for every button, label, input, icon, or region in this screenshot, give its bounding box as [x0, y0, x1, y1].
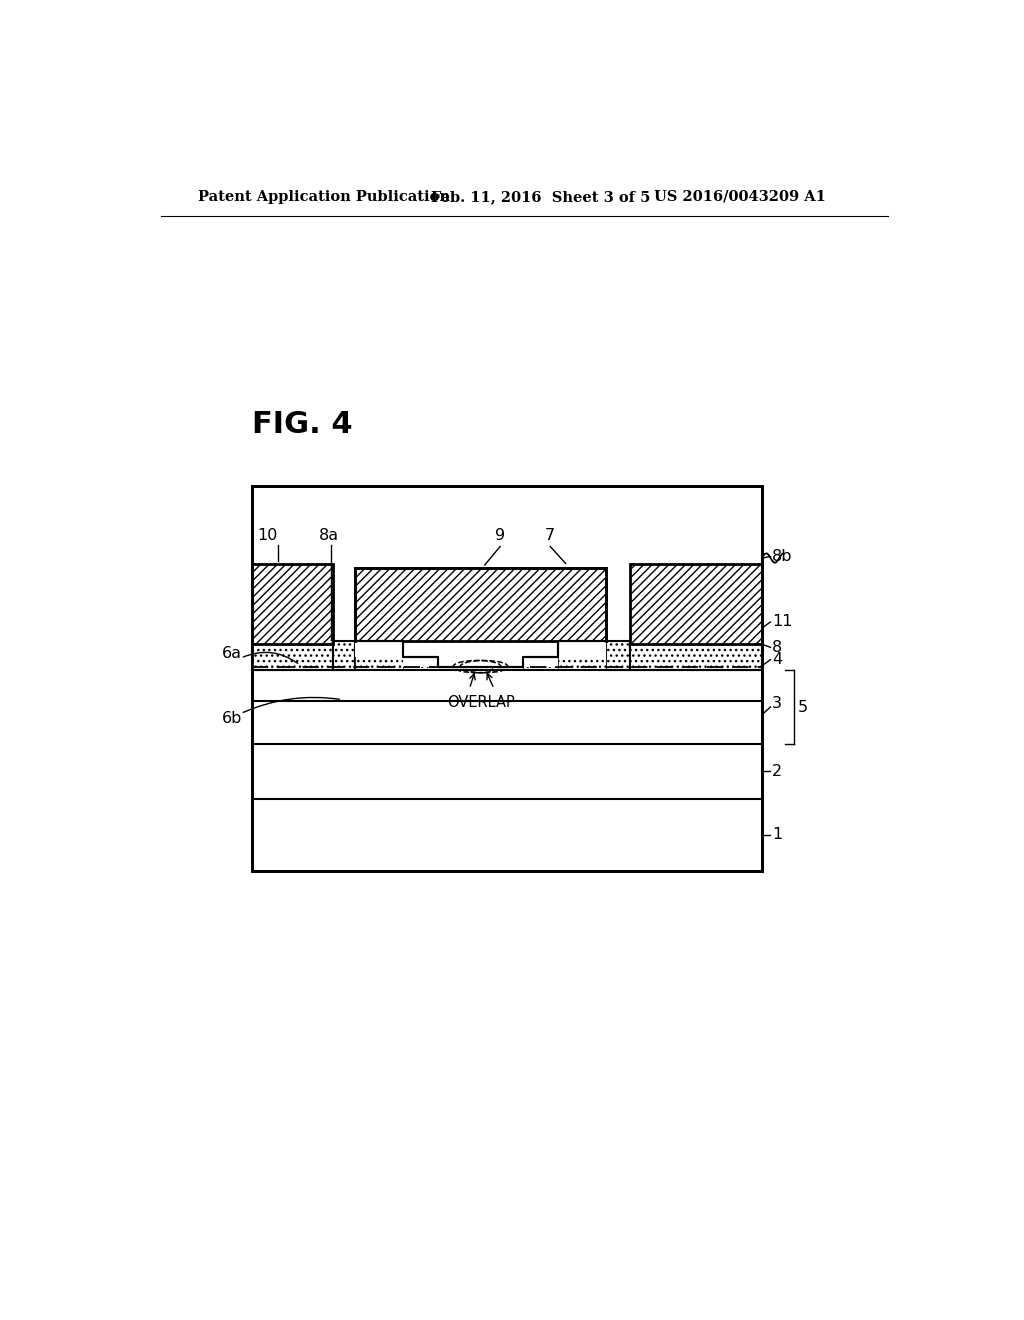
- Bar: [523, 656, 558, 671]
- Text: 11: 11: [772, 614, 793, 630]
- Text: 3: 3: [772, 696, 782, 710]
- Text: 5: 5: [798, 700, 808, 714]
- Text: 1: 1: [772, 828, 782, 842]
- Bar: [558, 642, 605, 656]
- Text: 8a: 8a: [318, 528, 339, 543]
- FancyArrowPatch shape: [244, 697, 340, 713]
- Text: 2: 2: [772, 764, 782, 779]
- Bar: [355, 642, 403, 656]
- Bar: [605, 642, 630, 671]
- Text: Patent Application Publication: Patent Application Publication: [199, 190, 451, 203]
- Text: US 2016/0043209 A1: US 2016/0043209 A1: [654, 190, 826, 203]
- Bar: [252, 642, 333, 671]
- FancyArrowPatch shape: [244, 652, 298, 664]
- Text: 8b: 8b: [772, 549, 793, 564]
- Text: 8: 8: [772, 640, 782, 655]
- Text: 4: 4: [772, 652, 782, 667]
- Text: 6a: 6a: [222, 645, 243, 661]
- Bar: [438, 667, 492, 671]
- Bar: [252, 486, 762, 871]
- Bar: [630, 564, 762, 644]
- Bar: [403, 656, 438, 667]
- Text: 6b: 6b: [222, 710, 243, 726]
- Text: FIG. 4: FIG. 4: [252, 409, 353, 438]
- Bar: [523, 656, 558, 667]
- Bar: [355, 642, 403, 671]
- Bar: [438, 667, 492, 671]
- Bar: [355, 568, 605, 642]
- Bar: [403, 656, 438, 671]
- Text: 10: 10: [257, 528, 278, 543]
- Bar: [558, 642, 605, 671]
- Bar: [333, 642, 355, 671]
- Text: 9: 9: [495, 528, 505, 544]
- Text: OVERLAP: OVERLAP: [447, 696, 515, 710]
- Bar: [252, 564, 333, 644]
- Text: Feb. 11, 2016  Sheet 3 of 5: Feb. 11, 2016 Sheet 3 of 5: [431, 190, 650, 203]
- Bar: [630, 642, 762, 671]
- Text: 7: 7: [545, 528, 555, 544]
- Bar: [252, 486, 762, 871]
